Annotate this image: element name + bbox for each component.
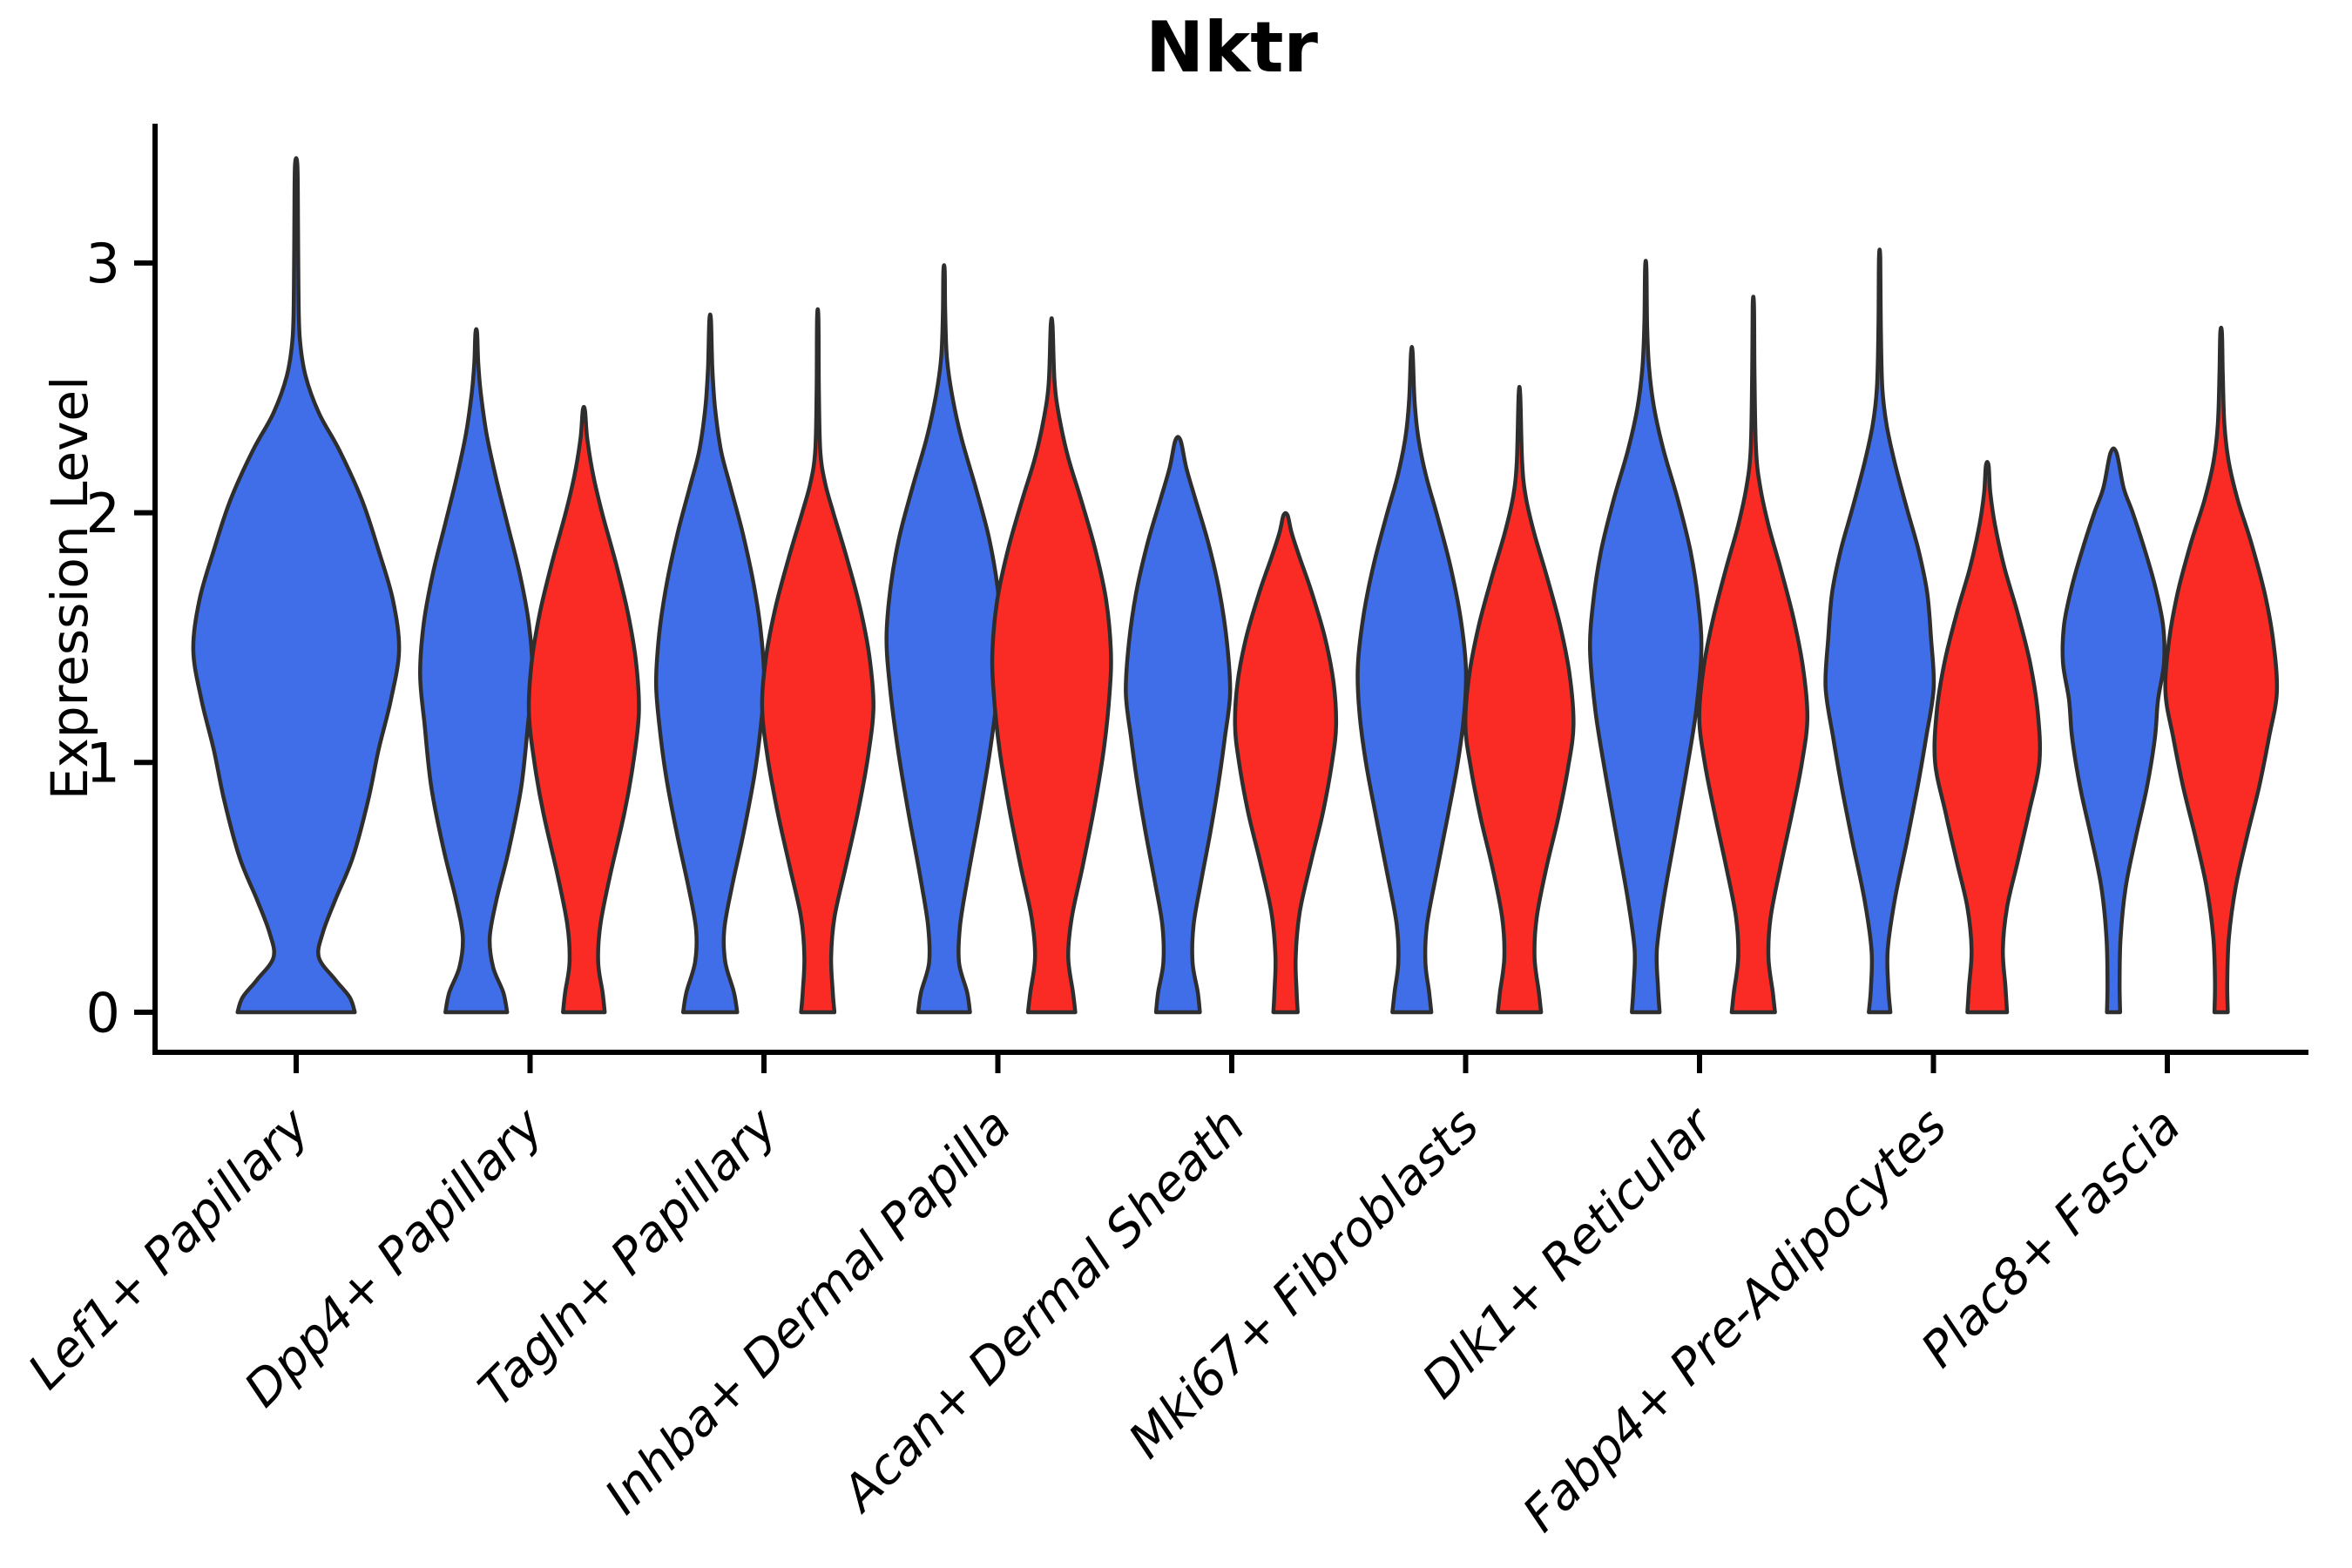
y-axis-label: Expression Level xyxy=(40,376,99,800)
x-tick-label-inhba-dermal-papilla: Inhba+ Dermal Papilla xyxy=(594,1098,1022,1525)
violin-plac8-fascia-blue xyxy=(2060,446,2166,1015)
violin-inhba-dermal-papilla-red xyxy=(990,316,1113,1015)
violin-dlk1-reticular-red xyxy=(1697,294,1810,1015)
y-axis-ticks: 0 1 2 3 xyxy=(86,232,155,1044)
y-tick-label-3: 3 xyxy=(86,232,120,295)
violin-plac8-fascia-red xyxy=(2163,325,2280,1015)
violin-tagln-papillary-blue xyxy=(653,312,767,1015)
violin-fabp4-pre-adipocytes-red xyxy=(1932,459,2043,1015)
violin-acan-dermal-sheath-blue xyxy=(1124,435,1233,1015)
violin-inhba-dermal-papilla-blue xyxy=(884,263,1004,1015)
violins-layer xyxy=(191,156,2280,1015)
y-tick-label-2: 2 xyxy=(86,482,120,545)
violin-tagln-papillary-red xyxy=(760,307,875,1015)
y-tick-label-0: 0 xyxy=(86,981,120,1044)
violin-fabp4-pre-adipocytes-blue xyxy=(1823,247,1936,1015)
violin-mki67-fibroblasts-blue xyxy=(1355,345,1469,1015)
violin-dlk1-reticular-blue xyxy=(1588,259,1704,1015)
violin-mki67-fibroblasts-red xyxy=(1463,384,1576,1015)
chart-title: Nktr xyxy=(1146,7,1318,88)
x-tick-label-fabp4-pre-adipocytes: Fabp4+ Pre-Adipocytes xyxy=(1512,1098,1957,1543)
y-tick-label-1: 1 xyxy=(86,732,120,795)
violin-dpp4-papillary-red xyxy=(526,404,641,1015)
violin-dpp4-papillary-blue xyxy=(418,327,535,1015)
x-tick-label-acan-dermal-sheath: Acan+ Dermal Sheath xyxy=(830,1098,1256,1524)
violin-acan-dermal-sheath-red xyxy=(1233,510,1339,1015)
violin-lef1-papillary-blue xyxy=(191,156,402,1015)
